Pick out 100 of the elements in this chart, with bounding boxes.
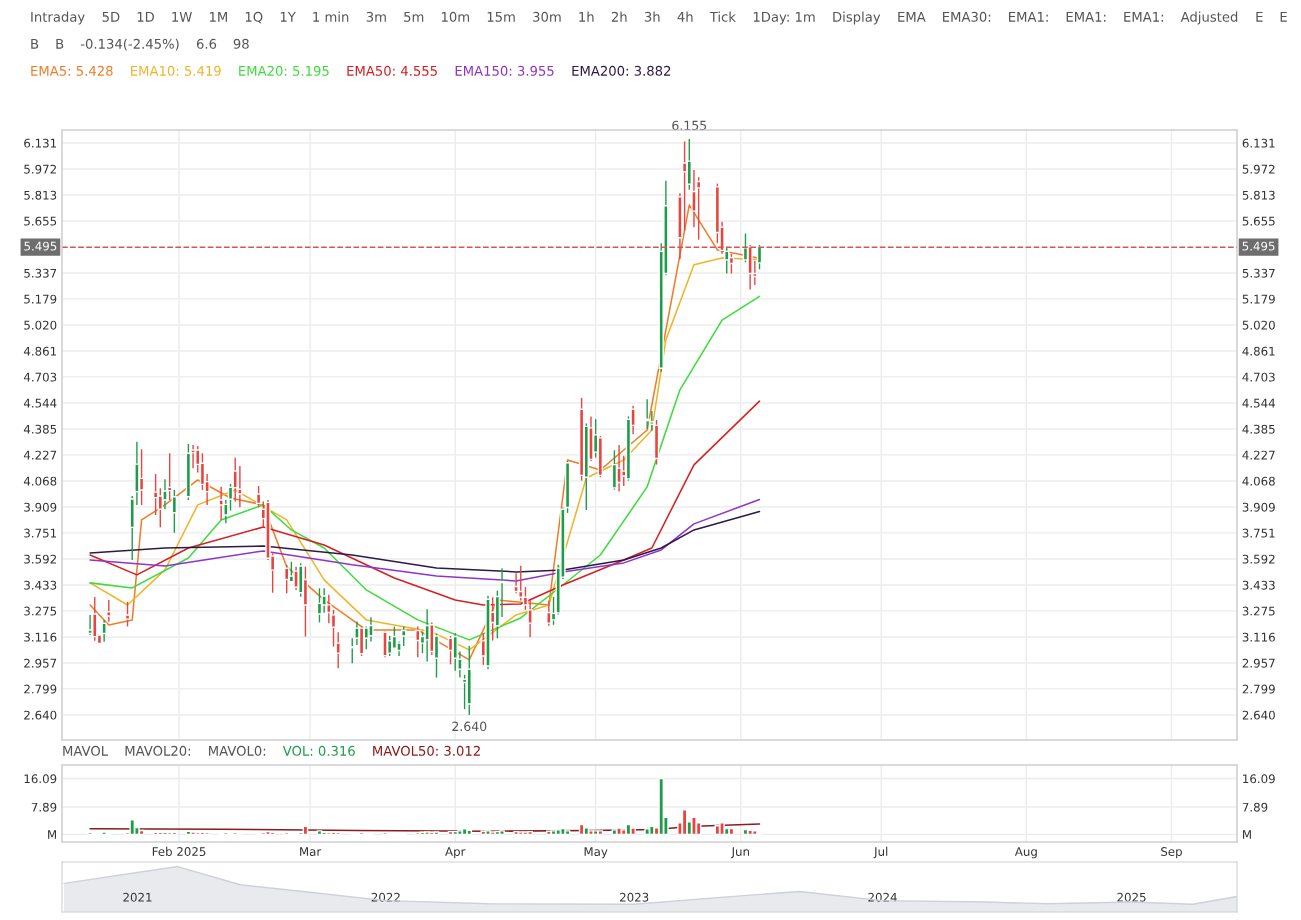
x-tick-label: 2024: [868, 892, 897, 902]
y2-tick-label: 6.131: [1242, 138, 1275, 148]
bar: [138, 829, 145, 836]
bar: [485, 830, 491, 836]
bar: [597, 830, 604, 836]
text: 2h: [611, 11, 627, 22]
text: EMA5: 5.428: [31, 65, 113, 76]
y2-tick-label: 4.068: [1242, 476, 1275, 486]
y-tick-label: 3.909: [24, 502, 57, 512]
y-tick-label: 4.385: [23, 424, 57, 434]
y-tick-label: 6.131: [24, 138, 57, 148]
line-series: [89, 510, 761, 573]
text: 10m: [441, 11, 470, 22]
y-tick-label: M: [48, 830, 56, 839]
y-tick-label: 4.861: [23, 346, 57, 356]
y2-tick-label: 7.89: [1242, 802, 1268, 812]
bar: [658, 777, 665, 836]
y-tick-label: 16.09: [24, 774, 57, 784]
y-tick-label: 4.544: [23, 398, 57, 408]
annotation: 2.640: [452, 721, 487, 732]
bar: [499, 830, 505, 836]
y-tick-label: 2.799: [24, 684, 57, 694]
text: Display: [833, 11, 881, 25]
y2-tick-label: 4.861: [1242, 346, 1275, 356]
text: 1 min: [313, 11, 349, 22]
y2-tick-label: 4.544: [1242, 398, 1275, 408]
text: 3h: [644, 11, 660, 22]
bar: [513, 830, 519, 836]
text: 1W: [172, 12, 192, 22]
candlestick: [728, 253, 735, 275]
bar: [452, 830, 459, 836]
x-tick-label: Jun: [730, 847, 750, 859]
bar: [564, 830, 571, 836]
y-tick-label: 7.89: [31, 802, 57, 812]
y-tick-label: 5.972: [24, 164, 56, 174]
candlestick: [255, 485, 262, 509]
x-tick-label: Apr: [445, 847, 466, 859]
text: 1M: [209, 12, 227, 22]
bar: [719, 822, 725, 836]
text: 1Day: 1m: [753, 12, 815, 25]
y-tick-label: 5.655: [24, 216, 57, 226]
y2-tick-label: 4.385: [1242, 424, 1275, 434]
x-tick-label: Aug: [1014, 847, 1037, 859]
bar: [433, 831, 440, 836]
x-tick-label: 2023: [620, 892, 649, 902]
candlestick: [293, 565, 299, 591]
x-tick-label: 2022: [371, 892, 400, 902]
text: 15m: [487, 12, 515, 22]
bar: [190, 831, 196, 836]
y-tick-label: 2.640: [24, 710, 57, 720]
text: EMA50: 4.555: [347, 65, 437, 76]
candlestick: [382, 630, 388, 658]
candlestick: [415, 625, 421, 658]
y2-tick-label: 5.655: [1242, 216, 1275, 226]
y-tick-label: 5.020: [24, 320, 57, 330]
text: 5m: [404, 12, 424, 22]
y2-tick-label: 2.957: [1242, 658, 1275, 668]
bar: [592, 830, 599, 836]
candlestick: [106, 599, 112, 623]
text: MAVOL0:: [209, 745, 266, 756]
text: 1h: [579, 11, 594, 22]
text: 3m: [366, 11, 386, 22]
text: MAVOL: [63, 745, 109, 756]
text: EMA10: 5.419: [131, 65, 221, 76]
y-tick-label: 3.433: [24, 580, 57, 590]
text: EMA1:: [1066, 12, 1106, 22]
x-tick-label: Jul: [873, 846, 888, 859]
candlestick: [335, 631, 341, 669]
text: 5.495: [24, 241, 57, 251]
text: VOL: 0.316: [282, 745, 355, 756]
line-series: [89, 823, 761, 833]
bar: [578, 823, 585, 836]
bar: [555, 829, 562, 836]
text: 98: [233, 38, 249, 49]
text: 4h: [677, 11, 693, 22]
text: MAVOL50: 3.012: [373, 745, 480, 756]
text: B: [56, 39, 64, 49]
candlestick: [546, 599, 552, 627]
bar: [630, 827, 636, 836]
y-tick-label: 3.751: [24, 528, 57, 538]
y2-tick-label: 5.972: [1242, 164, 1275, 174]
y-tick-label: 3.275: [24, 606, 57, 616]
y2-tick-label: 3.116: [1242, 632, 1275, 642]
y2-tick-label: 4.227: [1242, 450, 1275, 460]
y-tick-label: 3.592: [24, 554, 56, 564]
candlestick: [756, 244, 763, 270]
candlestick: [616, 444, 622, 493]
y-tick-label: 4.068: [23, 476, 57, 486]
text: MAVOL20:: [125, 745, 191, 756]
y2-tick-label: 3.751: [1242, 528, 1275, 538]
candlestick: [152, 473, 159, 516]
text: 1Y: [280, 12, 296, 22]
candlestick: [316, 587, 323, 624]
x-tick-label: 2025: [1117, 892, 1146, 902]
y-tick-label: 2.957: [24, 658, 57, 668]
ref-line-label: 5.495: [1242, 241, 1275, 251]
y2-tick-label: 5.813: [1242, 190, 1275, 200]
y2-tick-label: 5.337: [1242, 268, 1275, 278]
text: -0.134(-2.45%): [80, 38, 179, 51]
bar: [728, 827, 735, 836]
